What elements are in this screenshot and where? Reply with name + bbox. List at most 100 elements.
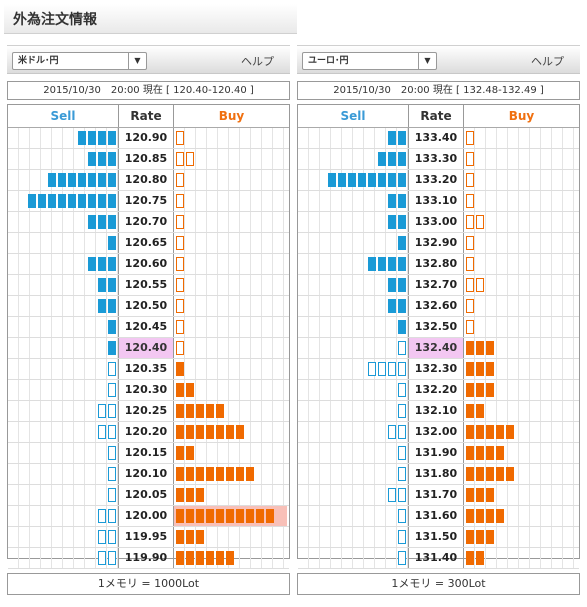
buy-block [176, 320, 184, 334]
rate-cell: 132.60 [408, 296, 464, 316]
sell-cell [8, 401, 118, 421]
buy-block [466, 173, 474, 187]
sell-volume-bar [328, 173, 406, 187]
sell-cell [298, 506, 408, 526]
buy-block [176, 215, 184, 229]
currency-pair-select[interactable]: ユーロ･円 ▼ [302, 52, 437, 70]
sell-block [108, 215, 116, 229]
sell-block [98, 215, 106, 229]
sell-block [98, 194, 106, 208]
table-row: 120.15 [8, 443, 289, 464]
buy-block [466, 404, 474, 418]
chevron-down-icon[interactable]: ▼ [128, 53, 146, 69]
buy-cell [174, 506, 289, 526]
buy-block [186, 488, 194, 502]
sell-volume-bar [368, 362, 406, 376]
sell-volume-bar [98, 425, 116, 439]
buy-volume-bar [466, 194, 474, 208]
buy-block [476, 551, 484, 565]
buy-volume-bar [176, 299, 184, 313]
table-row: 120.05 [8, 485, 289, 506]
buy-cell [464, 548, 579, 568]
buy-cell [464, 149, 579, 169]
sell-header: Sell [340, 109, 366, 123]
help-link[interactable]: ヘルプ [531, 55, 564, 68]
sell-cell [298, 275, 408, 295]
buy-block [226, 467, 234, 481]
currency-pair-value: ユーロ･円 [308, 56, 349, 66]
buy-volume-bar [176, 152, 194, 166]
sell-cell [298, 464, 408, 484]
buy-block [466, 341, 474, 355]
buy-block [476, 362, 484, 376]
buy-block [216, 509, 224, 523]
buy-volume-bar [466, 446, 504, 460]
buy-cell [464, 275, 579, 295]
buy-block [216, 467, 224, 481]
buy-block [196, 530, 204, 544]
buy-cell [464, 443, 579, 463]
rate-cell: 120.85 [118, 149, 174, 169]
sell-block [88, 173, 96, 187]
buy-cell [174, 296, 289, 316]
currency-pair-select[interactable]: 米ドル･円 ▼ [12, 52, 147, 70]
rate-cell: 133.30 [408, 149, 464, 169]
buy-block [176, 488, 184, 502]
buy-block [196, 404, 204, 418]
sell-volume-bar [388, 299, 406, 313]
buy-block [176, 341, 184, 355]
sell-block [398, 467, 406, 481]
chevron-down-icon[interactable]: ▼ [418, 53, 436, 69]
buy-cell [174, 191, 289, 211]
sell-block [78, 173, 86, 187]
rate-cell: 120.15 [118, 443, 174, 463]
help-link[interactable]: ヘルプ [241, 55, 274, 68]
sell-cell [8, 296, 118, 316]
sell-volume-bar [78, 131, 116, 145]
buy-block [466, 488, 474, 502]
sell-volume-bar [388, 131, 406, 145]
buy-block [476, 509, 484, 523]
sell-volume-bar [388, 278, 406, 292]
table-row: 133.00 [298, 212, 579, 233]
sell-cell [298, 380, 408, 400]
buy-block [486, 425, 494, 439]
buy-cell [174, 359, 289, 379]
buy-cell [464, 506, 579, 526]
sell-volume-bar [98, 530, 116, 544]
sell-cell [298, 422, 408, 442]
rate-cell: 132.30 [408, 359, 464, 379]
currency-pair-value: 米ドル･円 [18, 56, 59, 66]
buy-volume-bar [466, 236, 474, 250]
buy-volume-bar [176, 194, 184, 208]
buy-cell [464, 422, 579, 442]
buy-cell [174, 149, 289, 169]
buy-block [486, 362, 494, 376]
sell-block [108, 341, 116, 355]
sell-block [358, 173, 366, 187]
sell-block [98, 404, 106, 418]
sell-block [388, 257, 396, 271]
sell-block [388, 131, 396, 145]
buy-volume-bar [466, 152, 474, 166]
buy-cell [464, 212, 579, 232]
buy-cell [464, 296, 579, 316]
sell-volume-bar [98, 278, 116, 292]
buy-block [176, 173, 184, 187]
sell-block [398, 509, 406, 523]
sell-cell [298, 359, 408, 379]
rate-timestamp: 2015/10/30 20:00 現在 [ 120.40-120.40 ] [7, 81, 290, 100]
sell-cell [298, 170, 408, 190]
sell-volume-bar [88, 215, 116, 229]
sell-volume-bar [398, 383, 406, 397]
buy-cell [174, 128, 289, 148]
sell-block [98, 299, 106, 313]
buy-block [486, 488, 494, 502]
table-row: 133.20 [298, 170, 579, 191]
buy-header: Buy [218, 109, 245, 123]
buy-cell [174, 233, 289, 253]
sell-block [98, 131, 106, 145]
sell-block [38, 194, 46, 208]
rate-cell: 120.35 [118, 359, 174, 379]
rate-cell: 131.80 [408, 464, 464, 484]
